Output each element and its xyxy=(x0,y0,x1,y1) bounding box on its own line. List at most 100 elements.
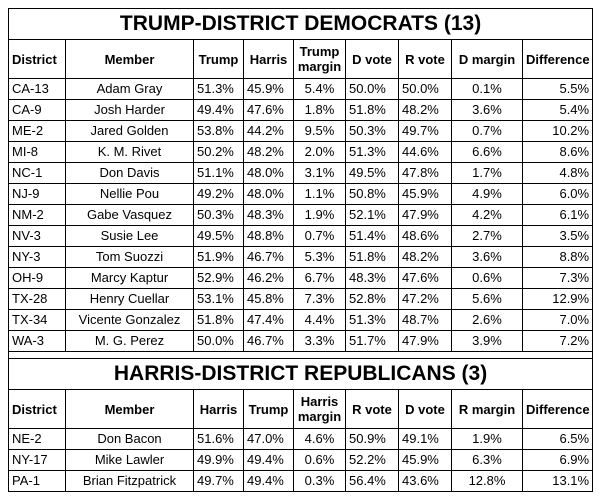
cell-margin: 6.7% xyxy=(293,267,346,289)
cell-vote-a: 50.0% xyxy=(345,78,399,100)
cell-col4: 49.4% xyxy=(243,449,294,471)
header-text: District xyxy=(12,401,57,417)
cell-vote-b: 50.0% xyxy=(398,78,452,100)
cell-difference: 5.5% xyxy=(521,78,594,100)
cell-member: Vicente Gonzalez xyxy=(65,309,194,331)
header-text: Member xyxy=(104,51,155,67)
cell-difference: 10.2% xyxy=(521,120,594,142)
cell-margin-b: 6.3% xyxy=(451,449,523,471)
cell-member: Gabe Vasquez xyxy=(65,204,194,226)
table-row: NY-3 Tom Suozzi 51.9% 46.7% 5.3% 51.8% 48.2% 3.… xyxy=(8,246,594,268)
column-header-margin: Harris margin xyxy=(293,389,346,429)
republicans-title: HARRIS-DISTRICT REPUBLICANS (3) xyxy=(7,358,594,390)
column-header-member: Member xyxy=(65,39,194,79)
cell-district: OH-9 xyxy=(8,267,66,289)
cell-vote-a: 51.3% xyxy=(345,309,399,331)
header-text: D vote xyxy=(352,51,392,67)
cell-col3: 51.6% xyxy=(193,428,244,450)
cell-difference: 7.2% xyxy=(521,330,594,352)
column-header-margin: Trump margin xyxy=(293,39,346,79)
cell-vote-a: 50.8% xyxy=(345,183,399,205)
cell-vote-b: 45.9% xyxy=(398,183,452,205)
column-header-difference: Difference xyxy=(521,39,594,79)
cell-vote-b: 48.6% xyxy=(398,225,452,247)
cell-margin-b: 4.9% xyxy=(451,183,523,205)
cell-margin-b: 6.6% xyxy=(451,141,523,163)
header-text: R margin xyxy=(458,401,516,417)
header-text: Harris xyxy=(199,401,238,417)
table-row: CA-13 Adam Gray 51.3% 45.9% 5.4% 50.0% 50.0% 0.… xyxy=(8,78,594,100)
cell-margin-b: 1.9% xyxy=(451,428,523,450)
cell-vote-b: 45.9% xyxy=(398,449,452,471)
cell-col4: 46.7% xyxy=(243,330,294,352)
cell-margin-b: 5.6% xyxy=(451,288,523,310)
table-row: NV-3 Susie Lee 49.5% 48.8% 0.7% 51.4% 48.6% 2.7… xyxy=(8,225,594,247)
democrats-header-row: District Member Trump Harris Trump margin D vo… xyxy=(8,39,594,79)
cell-difference: 6.5% xyxy=(521,428,594,450)
cell-margin: 4.6% xyxy=(293,428,346,450)
header-text: D vote xyxy=(405,401,445,417)
cell-margin: 7.3% xyxy=(293,288,346,310)
cell-member: M. G. Perez xyxy=(65,330,194,352)
cell-margin-b: 4.2% xyxy=(451,204,523,226)
democrats-section: TRUMP-DISTRICT DEMOCRATS (13) District Me… xyxy=(7,8,594,352)
cell-difference: 7.3% xyxy=(521,267,594,289)
cell-district: NC-1 xyxy=(8,162,66,184)
cell-member: Mike Lawler xyxy=(65,449,194,471)
column-header-margin-b: R margin xyxy=(451,389,523,429)
cell-col3: 49.2% xyxy=(193,183,244,205)
cell-col4: 48.0% xyxy=(243,183,294,205)
header-text: Member xyxy=(104,401,155,417)
table-row: WA-3 M. G. Perez 50.0% 46.7% 3.3% 51.7% 47.9% 3… xyxy=(8,330,594,352)
cell-margin-b: 1.7% xyxy=(451,162,523,184)
cell-difference: 12.9% xyxy=(521,288,594,310)
table-row: CA-9 Josh Harder 49.4% 47.6% 1.8% 51.8% 48.2% 3… xyxy=(8,99,594,121)
section-gap xyxy=(7,351,594,359)
cell-member: Josh Harder xyxy=(65,99,194,121)
cell-difference: 13.1% xyxy=(521,470,594,492)
cell-vote-a: 51.8% xyxy=(345,99,399,121)
cell-col3: 51.3% xyxy=(193,78,244,100)
header-text-line2: margin xyxy=(297,59,342,74)
cell-col3: 49.4% xyxy=(193,99,244,121)
cell-margin: 4.4% xyxy=(293,309,346,331)
cell-vote-a: 51.7% xyxy=(345,330,399,352)
cell-margin-b: 0.7% xyxy=(451,120,523,142)
cell-vote-b: 49.7% xyxy=(398,120,452,142)
cell-margin: 1.9% xyxy=(293,204,346,226)
cell-member: Susie Lee xyxy=(65,225,194,247)
cell-district: CA-13 xyxy=(8,78,66,100)
cell-col3: 49.7% xyxy=(193,470,244,492)
cell-col4: 48.3% xyxy=(243,204,294,226)
cell-col3: 53.8% xyxy=(193,120,244,142)
cell-vote-b: 48.2% xyxy=(398,246,452,268)
cell-margin-b: 3.9% xyxy=(451,330,523,352)
cell-member: Henry Cuellar xyxy=(65,288,194,310)
cell-col4: 45.9% xyxy=(243,78,294,100)
cell-margin: 5.4% xyxy=(293,78,346,100)
cell-margin-b: 2.7% xyxy=(451,225,523,247)
header-text: District xyxy=(12,51,57,67)
cell-difference: 8.8% xyxy=(521,246,594,268)
cell-district: PA-1 xyxy=(8,470,66,492)
header-text: Difference xyxy=(526,401,590,417)
cell-vote-a: 52.1% xyxy=(345,204,399,226)
cell-member: K. M. Rivet xyxy=(65,141,194,163)
cell-margin: 5.3% xyxy=(293,246,346,268)
cell-margin: 9.5% xyxy=(293,120,346,142)
cell-col3: 51.1% xyxy=(193,162,244,184)
header-text: Trump xyxy=(299,44,340,59)
cell-member: Don Bacon xyxy=(65,428,194,450)
cell-vote-b: 47.2% xyxy=(398,288,452,310)
table-row: TX-34 Vicente Gonzalez 51.8% 47.4% 4.4% 51.3%… xyxy=(8,309,594,331)
cell-col4: 46.2% xyxy=(243,267,294,289)
cell-col4: 48.2% xyxy=(243,141,294,163)
cell-margin-b: 12.8% xyxy=(451,470,523,492)
cell-vote-a: 56.4% xyxy=(345,470,399,492)
cell-vote-b: 49.1% xyxy=(398,428,452,450)
table-row: NY-17 Mike Lawler 49.9% 49.4% 0.6% 52.2% 45.9%… xyxy=(8,449,594,471)
cell-margin: 0.6% xyxy=(293,449,346,471)
column-header-vote-b: R vote xyxy=(398,39,452,79)
cell-district: CA-9 xyxy=(8,99,66,121)
cell-vote-b: 43.6% xyxy=(398,470,452,492)
